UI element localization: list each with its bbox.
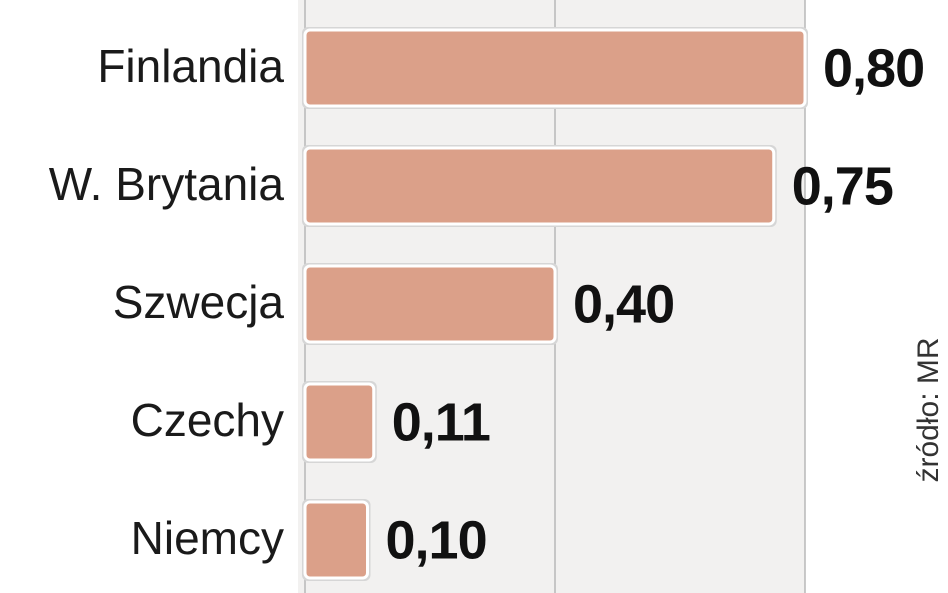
value-label: 0,80 [823, 38, 924, 98]
y-tick-label: Czechy [131, 394, 284, 446]
bar [303, 146, 776, 226]
value-label: 0,40 [573, 274, 674, 334]
y-tick-label: Szwecja [113, 276, 285, 328]
bar [303, 264, 557, 344]
value-label: 0,10 [386, 510, 487, 570]
bar [303, 382, 376, 462]
y-tick-label: Finlandia [97, 40, 284, 92]
bar [303, 28, 807, 108]
value-label: 0,11 [392, 392, 490, 452]
y-tick-label: W. Brytania [49, 158, 285, 210]
bar [303, 500, 369, 580]
source-note: źródło: MR [912, 337, 945, 482]
y-tick-label: Niemcy [131, 512, 284, 564]
value-label: 0,75 [792, 156, 893, 216]
